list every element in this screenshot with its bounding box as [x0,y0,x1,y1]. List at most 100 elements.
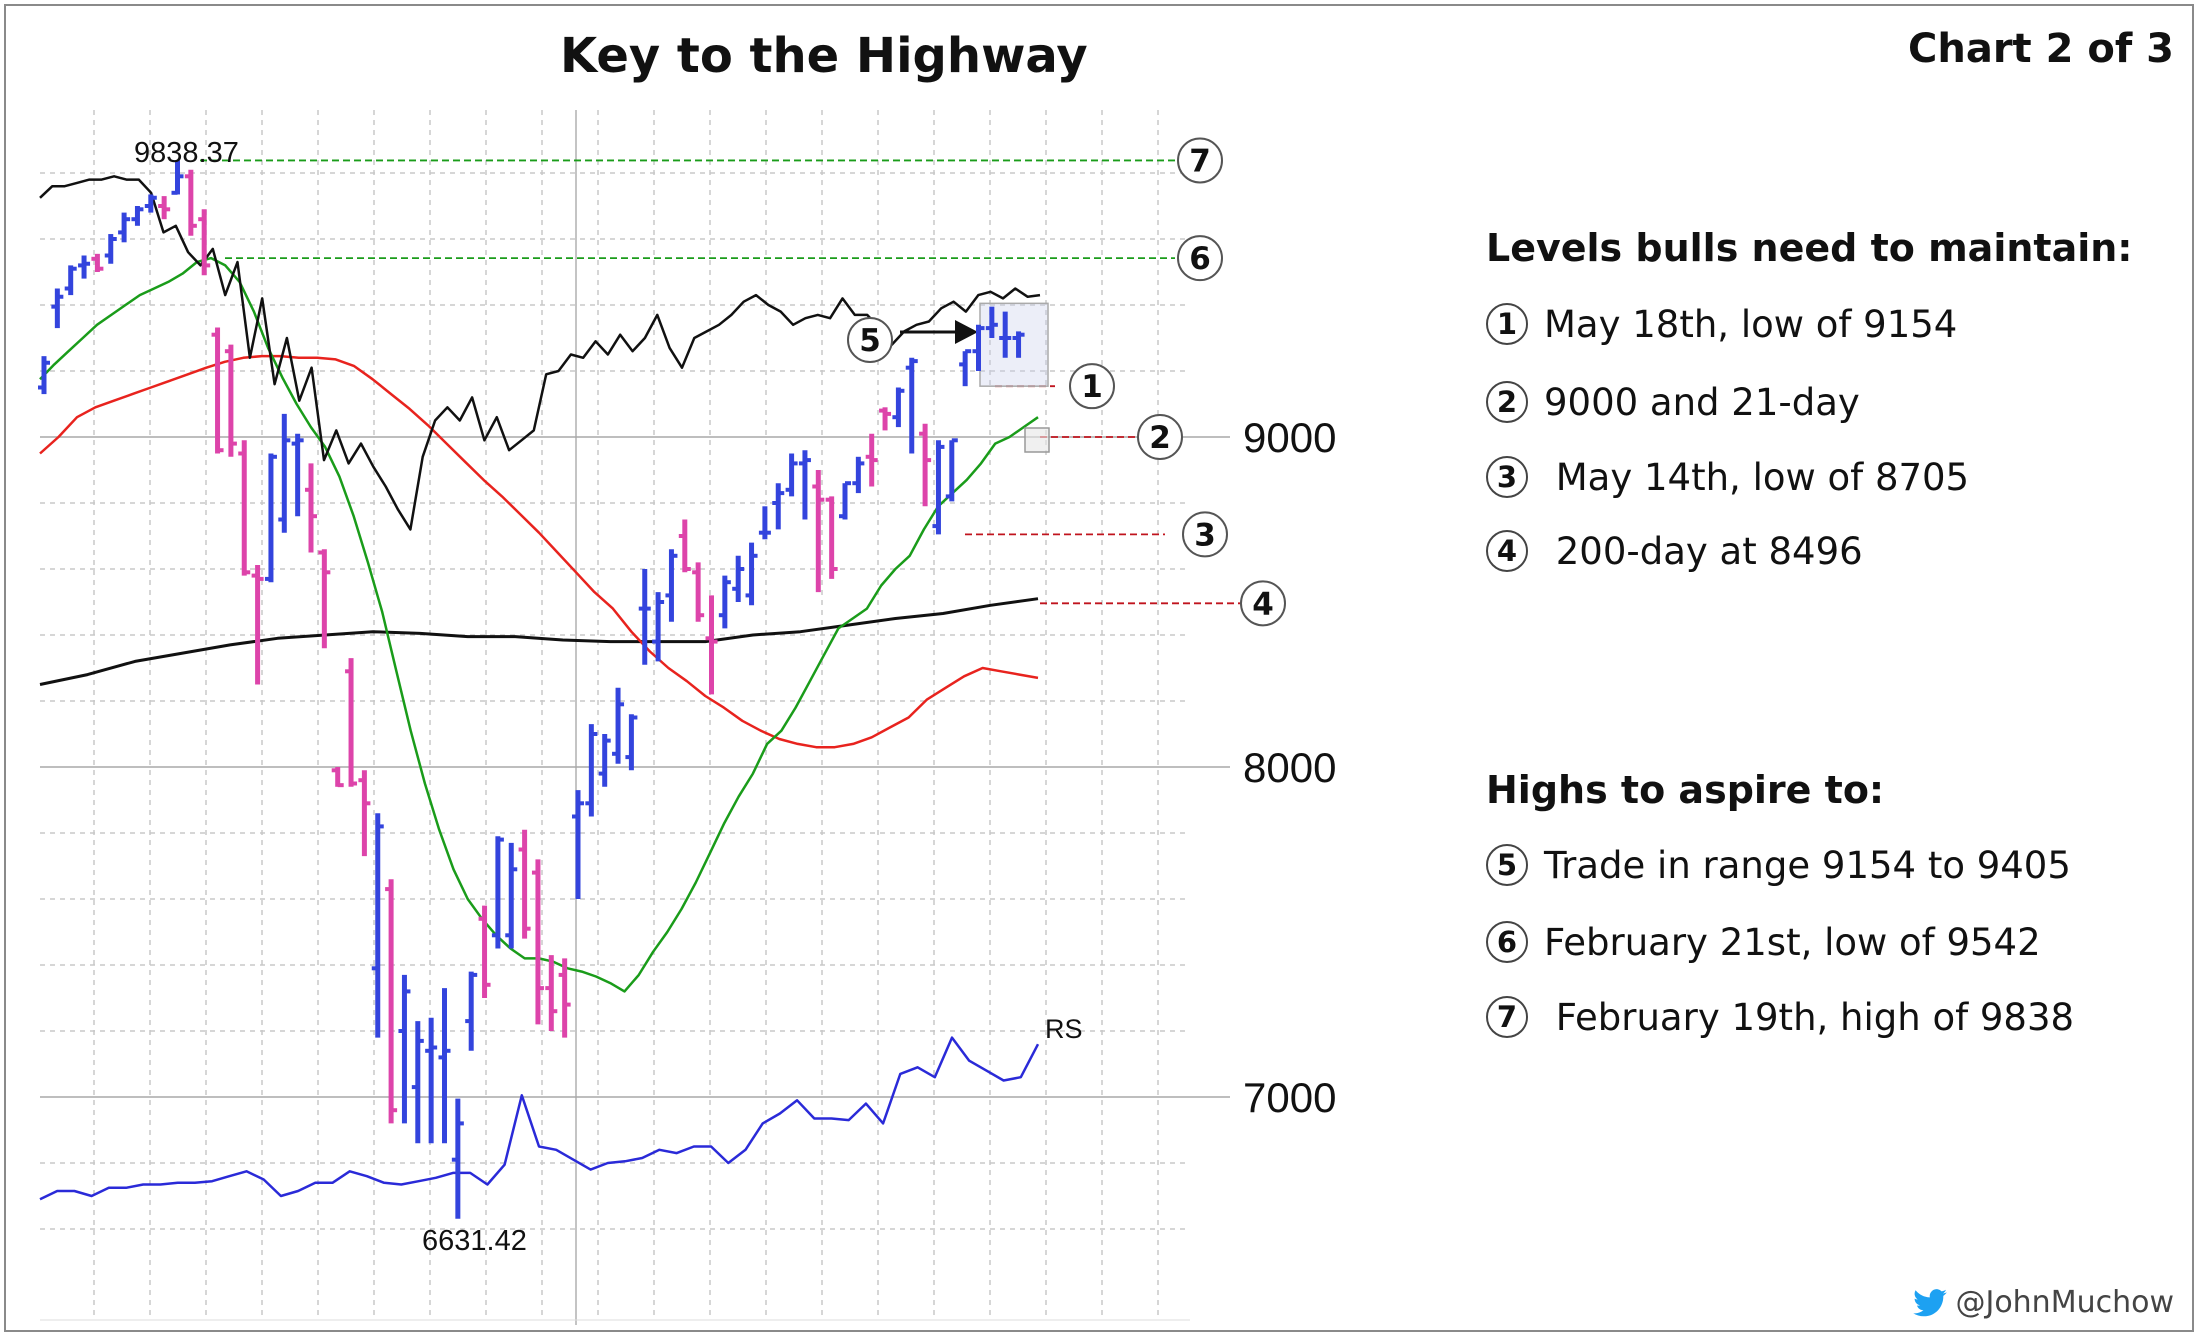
ohlc-bar [305,463,317,553]
ohlc-bar [1012,331,1025,358]
ohlc-bar [598,734,611,787]
ohlc-bar [118,212,131,243]
level-text: February 19th, high of 9838 [1544,995,2075,1039]
ohlc-bar [371,813,384,1038]
ohlc-bar [972,324,985,371]
ohlc-bar [665,549,678,622]
ohlc-bar [892,387,905,428]
level-number-badge: 2 [1486,381,1528,423]
ohlc-bar [451,1098,464,1219]
level-text: May 18th, low of 9154 [1544,302,1958,346]
ohlc-bar [812,470,825,593]
level-marker-3 [1182,511,1228,558]
ohlc-bar [264,453,277,583]
ma50-line [39,354,1039,749]
level-text: February 21st, low of 9542 [1544,920,2041,964]
ohlc-bar [732,555,745,602]
ohlc-bar [198,209,211,276]
ohlc-bar [785,453,798,497]
ohlc-bar [745,542,758,606]
level-text: 200-day at 8496 [1544,529,1863,573]
ohlc-bar [331,767,344,788]
level-number-badge: 5 [1486,844,1528,886]
ohlc-bar [224,344,237,457]
bull-level-item: 4 200-day at 8496 [1486,526,1863,576]
level-marker-6 [1177,235,1223,282]
twitter-handle[interactable]: @JohnMuchow [1913,1285,2174,1320]
ohlc-bar [718,575,731,629]
ohlc-bar [251,565,264,685]
ohlc-bar [491,836,504,949]
level-marker-label: 6 [1189,241,1211,277]
level-text: Trade in range 9154 to 9405 [1544,843,2071,887]
level-text: 9000 and 21-day [1544,380,1860,424]
high-item: 7 February 19th, high of 9838 [1486,992,2074,1042]
ohlc-bar [238,440,251,576]
low-value-label: 6631.42 [422,1225,527,1257]
y-axis-tick-label: 9000 [1243,414,1336,461]
bull-level-item: 3 May 14th, low of 8705 [1486,452,1969,502]
chart-frame [4,4,2194,1332]
ohlc-bar [638,569,651,665]
relative-strength-line [39,1036,1040,1201]
ohlc-bar [158,196,171,220]
ohlc-bar [932,440,945,535]
ohlc-bar [398,974,411,1124]
ohlc-bar [531,859,544,1025]
ohlc-bar [518,829,531,939]
bull-levels-heading: Levels bulls need to maintain: [1486,226,2133,270]
ohlc-bar [612,687,625,764]
ohlc-bar [478,905,491,998]
ohlc-bar [91,253,104,272]
ohlc-bar [905,357,918,454]
ohlc-bar [625,714,638,771]
ohlc-bar [652,592,665,662]
ohlc-bar [64,265,77,296]
ohlc-bar [758,506,771,540]
level-number-badge: 1 [1486,303,1528,345]
highs-heading: Highs to aspire to: [1486,768,1885,812]
bull-level-item: 2 9000 and 21-day [1486,377,1860,427]
ohlc-bar [825,496,838,579]
ohlc-bar [345,658,358,787]
ohlc-bar [465,971,478,1051]
ohlc-bar [999,311,1012,358]
level-number-badge: 7 [1486,996,1528,1038]
ohlc-bar [692,562,705,622]
ohlc-bar [798,450,811,520]
y-axis-tick-label: 7000 [1243,1074,1336,1121]
ohlc-bar [318,549,331,649]
chart-labels: 9838.37 6631.42 RS [134,137,1083,1257]
level-marker-label: 1 [1081,369,1103,405]
level-lines: 7 6 1 2 34 5 [200,137,1286,627]
ohlc-bar [545,955,558,1031]
ohlc-bar [425,1017,438,1144]
ohlc-bar [131,206,144,226]
ohlc-bar [51,288,64,329]
bull-level-item: 1 May 18th, low of 9154 [1486,299,1957,349]
level-marker-label: 4 [1252,586,1274,622]
level-marker-7 [1177,137,1223,184]
chart-title: Key to the Highway [560,28,1088,84]
level-number-badge: 6 [1486,921,1528,963]
level-marker-4 [1240,580,1286,627]
level-marker-1 [1069,363,1115,410]
ohlc-bar [839,481,851,520]
arrow-head-icon [955,320,978,344]
twitter-bird-icon [1913,1288,1948,1316]
ohlc-bar [505,842,518,949]
level-marker-label: 7 [1189,143,1211,179]
ohlc-bar [879,407,892,431]
ohlc-bar [171,160,184,195]
level-number-badge: 3 [1486,456,1528,498]
chart-grid: 9000 8000 7000 [40,110,1336,1325]
ohlc-bar [919,423,932,507]
ohlc-bar [865,433,878,487]
ohlc-bars [38,160,1025,1219]
ma200-line [39,597,1039,686]
ohlc-bar [38,356,50,395]
ohlc-bar [104,234,117,264]
level-marker-2 [1137,414,1183,460]
ohlc-bar [438,988,451,1144]
